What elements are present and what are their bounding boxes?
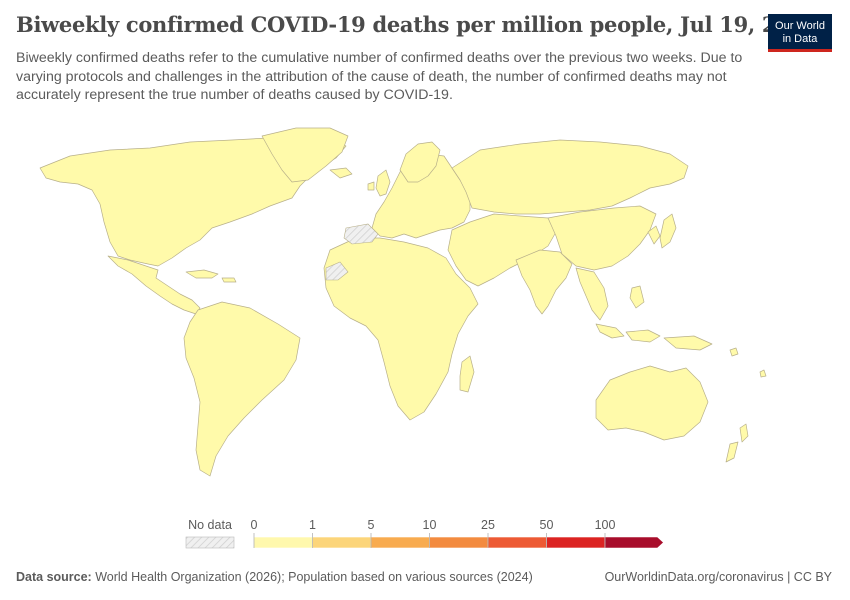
map-region-madagascar[interactable] [459,355,475,393]
legend-tick-label: 100 [595,518,616,532]
legend-tick-label: 50 [540,518,554,532]
map-region-pacific-islands[interactable] [729,347,767,378]
color-legend: No data 0 1 5 10 25 50 100 [185,518,664,549]
logo-line-1: Our World [775,20,825,32]
owid-logo[interactable]: Our World in Data [768,14,832,52]
legend-bin-5 [546,536,606,549]
logo-line-2: in Data [782,32,818,45]
legend-tick-label: 1 [309,518,316,532]
world-map[interactable] [0,110,850,510]
legend-tick-label: 25 [481,518,495,532]
map-region-australia[interactable] [595,365,709,441]
map-region-scandinavia[interactable] [399,141,441,183]
chart-subtitle: Biweekly confirmed deaths refer to the c… [16,50,743,103]
source-url-link[interactable]: OurWorldinData.org/coronavirus [604,570,784,584]
legend-tick-label: 5 [368,518,375,532]
data-source-label: Data source: [16,570,92,584]
legend-bin-1 [312,536,372,549]
chart-title: Biweekly confirmed COVID-19 deaths per m… [16,12,820,37]
map-region-new-zealand[interactable] [725,423,749,463]
legend-no-data-label: No data [188,518,232,532]
map-region-africa[interactable] [323,237,479,421]
map-region-south-america[interactable] [183,301,301,477]
legend-no-data-swatch [185,536,235,549]
data-source-text: World Health Organization (2026); Popula… [95,570,533,584]
map-region-japan[interactable] [647,213,677,249]
map-region-east-asia[interactable] [547,205,657,271]
map-region-central-america[interactable] [107,255,201,315]
legend-bin-6 [604,536,664,549]
footer-links: OurWorldinData.org/coronavirus | CC BY [605,570,832,584]
data-source: Data source: World Health Organization (… [16,570,533,584]
map-region-no-data-western-sahara[interactable] [325,261,349,281]
map-region-south-asia[interactable] [515,249,573,315]
map-region-british-isles[interactable] [367,169,391,197]
map-region-russia[interactable] [451,139,689,215]
map-region-greenland[interactable] [261,127,349,183]
legend-bin-3 [429,536,489,549]
map-region-north-america[interactable] [39,133,347,267]
map-region-iceland[interactable] [329,167,353,179]
map-region-southeast-asia[interactable] [575,267,609,321]
legend-bin-4 [487,536,547,549]
map-region-no-data-iberia[interactable] [343,223,379,245]
footer-separator: | [787,570,794,584]
map-region-caribbean[interactable] [185,269,237,283]
legend-bin-2 [370,536,430,549]
legend-bin-0 [253,536,313,549]
legend-tick-label: 0 [251,518,258,532]
legend-tick-label: 10 [423,518,437,532]
map-region-maritime-southeast-asia[interactable] [595,285,713,351]
license-link[interactable]: CC BY [793,570,832,584]
